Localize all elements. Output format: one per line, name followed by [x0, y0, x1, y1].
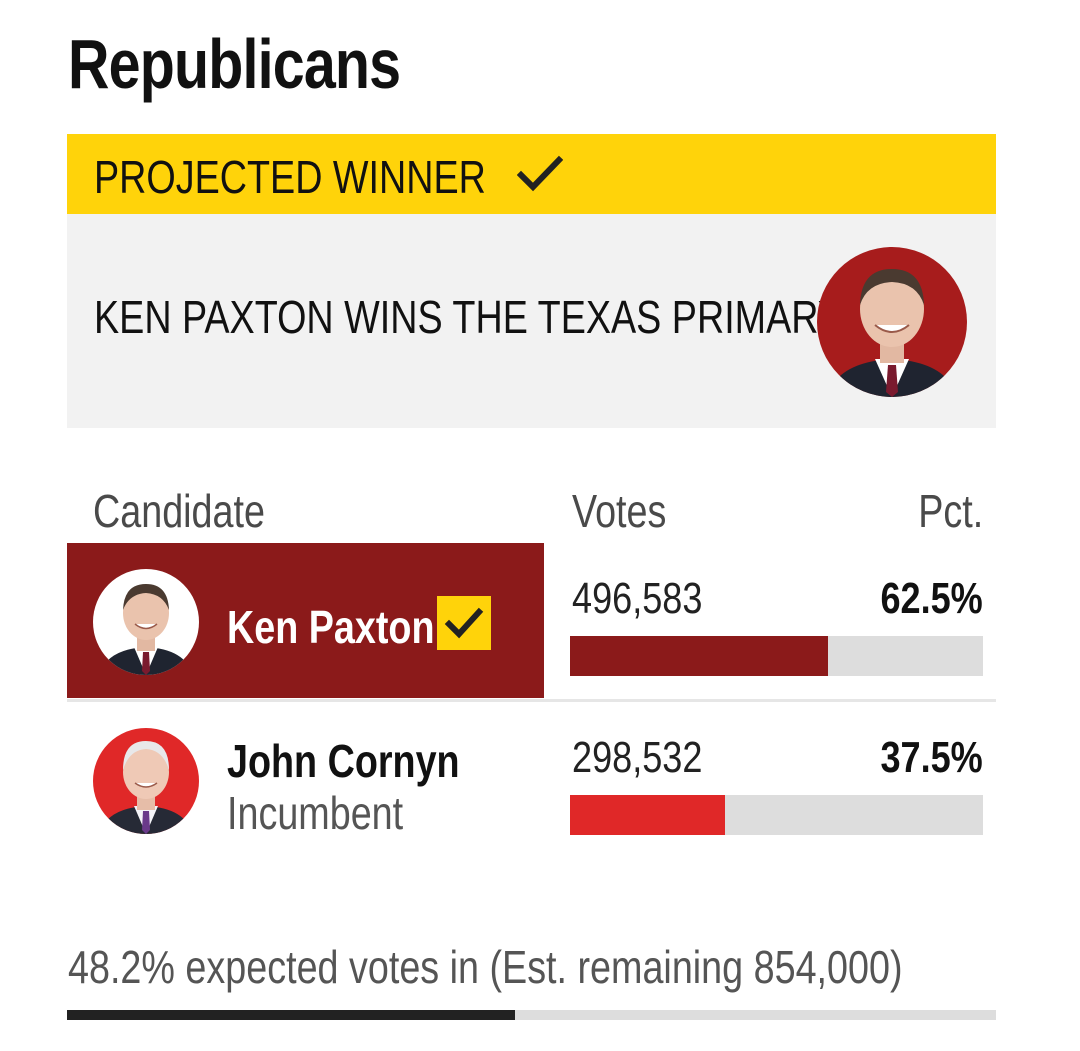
check-icon	[517, 155, 563, 192]
candidate-photo	[93, 569, 199, 675]
header-pct: Pct.	[918, 485, 983, 537]
candidate-pct: 37.5%	[880, 733, 983, 782]
expected-votes-text: 48.2% expected votes in (Est. remaining …	[68, 941, 903, 993]
candidate-subtitle: Incumbent	[227, 787, 404, 839]
expected-votes-fill	[67, 1010, 515, 1020]
candidate-name: Ken Paxton	[227, 601, 435, 653]
header-votes: Votes	[572, 485, 667, 537]
projected-winner-label: PROJECTED WINNER	[94, 151, 486, 203]
header-candidate: Candidate	[93, 485, 265, 537]
projected-winner-banner: PROJECTED WINNER	[67, 134, 996, 214]
vote-share-fill	[570, 795, 725, 835]
candidate-name: John Cornyn	[227, 735, 460, 787]
winner-headline: KEN PAXTON WINS THE TEXAS PRIMARY	[94, 291, 843, 343]
vote-share-bar	[570, 636, 983, 676]
winner-panel: KEN PAXTON WINS THE TEXAS PRIMARY	[67, 214, 996, 428]
candidate-photo	[93, 728, 199, 834]
candidate-pct: 62.5%	[880, 574, 983, 623]
winner-check-icon	[444, 607, 484, 639]
vote-share-bar	[570, 795, 983, 835]
candidate-votes: 298,532	[572, 733, 703, 782]
expected-votes-bar	[67, 1010, 996, 1020]
party-title: Republicans	[68, 25, 401, 103]
row-divider	[67, 699, 996, 702]
winner-check-badge	[437, 596, 491, 650]
vote-share-fill	[570, 636, 829, 676]
winner-photo	[817, 247, 967, 397]
candidate-votes: 496,583	[572, 574, 703, 623]
